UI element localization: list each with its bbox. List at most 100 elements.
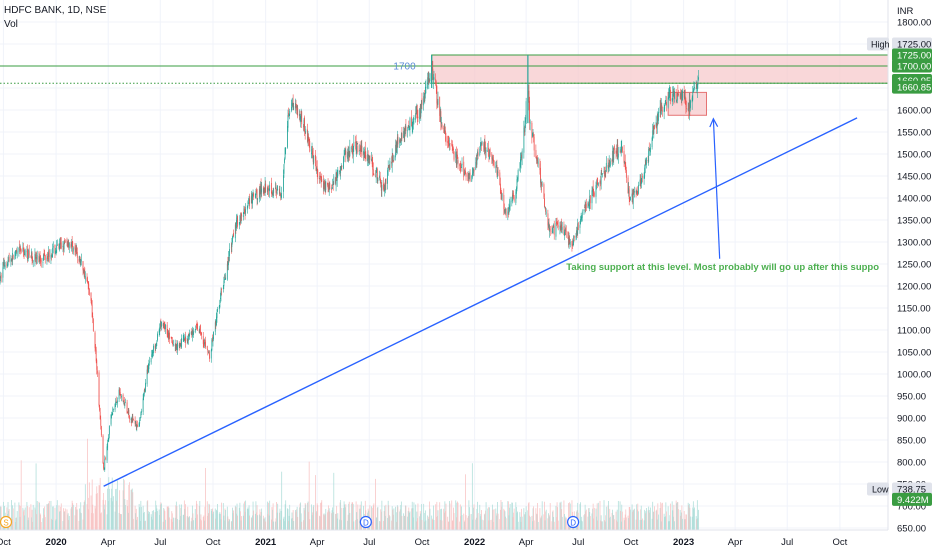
volume-bar: [349, 512, 351, 530]
volume-bar: [222, 503, 224, 530]
volume-bar: [280, 510, 282, 530]
time-tick-label: Oct: [206, 537, 221, 548]
candle-body: [399, 139, 401, 143]
candle-body: [444, 130, 446, 133]
candle-body: [4, 265, 6, 268]
volume-bar: [644, 511, 646, 530]
candle-body: [110, 414, 112, 425]
volume-bar: [523, 508, 525, 530]
volume-bar: [607, 505, 609, 530]
candle-body: [66, 239, 68, 243]
candle-body: [505, 208, 506, 210]
volume-bar: [427, 515, 429, 530]
time-axis[interactable]: Oct2020AprJulOct2021AprJulOct2022AprJulO…: [0, 529, 888, 548]
candle-body: [457, 160, 459, 164]
volume-bar: [695, 516, 697, 530]
candle-body: [307, 129, 308, 142]
volume-bar: [427, 516, 429, 530]
volume-bar: [100, 513, 102, 530]
candle-body: [351, 147, 352, 149]
candle-body: [652, 130, 654, 132]
price-label: 1700.00: [897, 62, 931, 73]
candle-body: [656, 123, 658, 129]
volume-bar: [307, 501, 309, 530]
candle-body: [651, 137, 653, 148]
volume-bar: [112, 501, 114, 530]
candle-body: [348, 153, 350, 157]
drawings[interactable]: Taking support at this level. Most proba…: [103, 117, 880, 487]
candle-body: [661, 105, 663, 109]
candle-body: [428, 79, 430, 83]
candle-body: [266, 188, 268, 192]
candle-body: [617, 144, 619, 156]
volume-bar: [312, 506, 314, 530]
volume-bar: [99, 485, 101, 530]
volume-bar: [669, 515, 671, 530]
candle-body: [589, 195, 591, 204]
volume-bar: [82, 519, 84, 530]
candle-body: [581, 211, 583, 218]
price-tick-label: 1350.00: [897, 216, 931, 227]
candle-body: [684, 96, 686, 102]
candle-body: [423, 96, 425, 106]
volume-bar: [459, 504, 461, 530]
volume-bar: [179, 504, 181, 530]
candle-body: [100, 426, 102, 436]
candle-body: [123, 399, 125, 406]
volume-bar: [629, 507, 631, 530]
candle-body: [344, 152, 346, 155]
volume-bar: [632, 511, 634, 530]
candle-body: [519, 168, 521, 170]
volume-bar: [448, 521, 450, 530]
volume-bar: [96, 493, 98, 530]
candle-body: [461, 166, 462, 168]
volume-bar: [123, 478, 125, 530]
candle-body: [103, 468, 105, 470]
candle-body: [455, 152, 457, 158]
candle-body: [645, 157, 647, 165]
volume-bar: [256, 512, 257, 530]
candle-body: [272, 193, 274, 195]
volume-bar: [218, 513, 220, 530]
candle-body: [376, 170, 378, 172]
volume-bar: [545, 511, 547, 530]
event-marker-label: D: [363, 519, 369, 528]
candle-body: [609, 160, 611, 164]
candle-body: [88, 283, 90, 290]
volume-bar: [431, 515, 433, 530]
volume-bar: [152, 519, 154, 530]
candle-body: [336, 173, 338, 182]
candle-body: [323, 181, 324, 190]
candle-body: [399, 139, 401, 143]
annotation-text: Taking support at this level. Most proba…: [566, 262, 879, 273]
price-axis[interactable]: INR650.00700.00750.00800.00850.00900.009…: [867, 0, 932, 550]
chart-header: HDFC BANK, 1D, NSE Vol: [4, 4, 106, 32]
volume-bar: [30, 504, 32, 530]
candle-body: [273, 188, 275, 194]
volume-bar: [80, 513, 82, 530]
volume-bar: [674, 521, 675, 530]
volume-bar: [463, 513, 465, 530]
candle-body: [158, 330, 160, 333]
candle-body: [32, 261, 34, 262]
candle-body: [697, 81, 699, 85]
candle-body: [225, 277, 226, 281]
candle-body: [71, 241, 73, 244]
volume-bar: [596, 503, 598, 530]
volume-bar: [525, 506, 527, 530]
candle-body: [265, 183, 267, 192]
volume-bar: [151, 516, 153, 530]
candle-body: [372, 169, 374, 174]
candle-body: [675, 92, 677, 100]
volume-bar: [332, 512, 334, 530]
volume-bar: [528, 502, 530, 530]
candle-body: [139, 417, 141, 419]
candle-body: [627, 177, 629, 194]
volume-bar: [170, 519, 172, 530]
candle-body: [565, 231, 567, 232]
candle-body: [287, 115, 289, 128]
volume-bar: [35, 509, 36, 530]
volume-bar: [131, 489, 133, 530]
